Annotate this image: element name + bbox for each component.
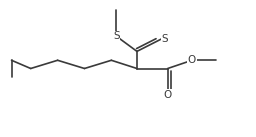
Text: O: O: [188, 55, 196, 65]
Text: S: S: [113, 31, 120, 41]
Text: O: O: [164, 90, 172, 99]
Text: S: S: [162, 34, 168, 44]
